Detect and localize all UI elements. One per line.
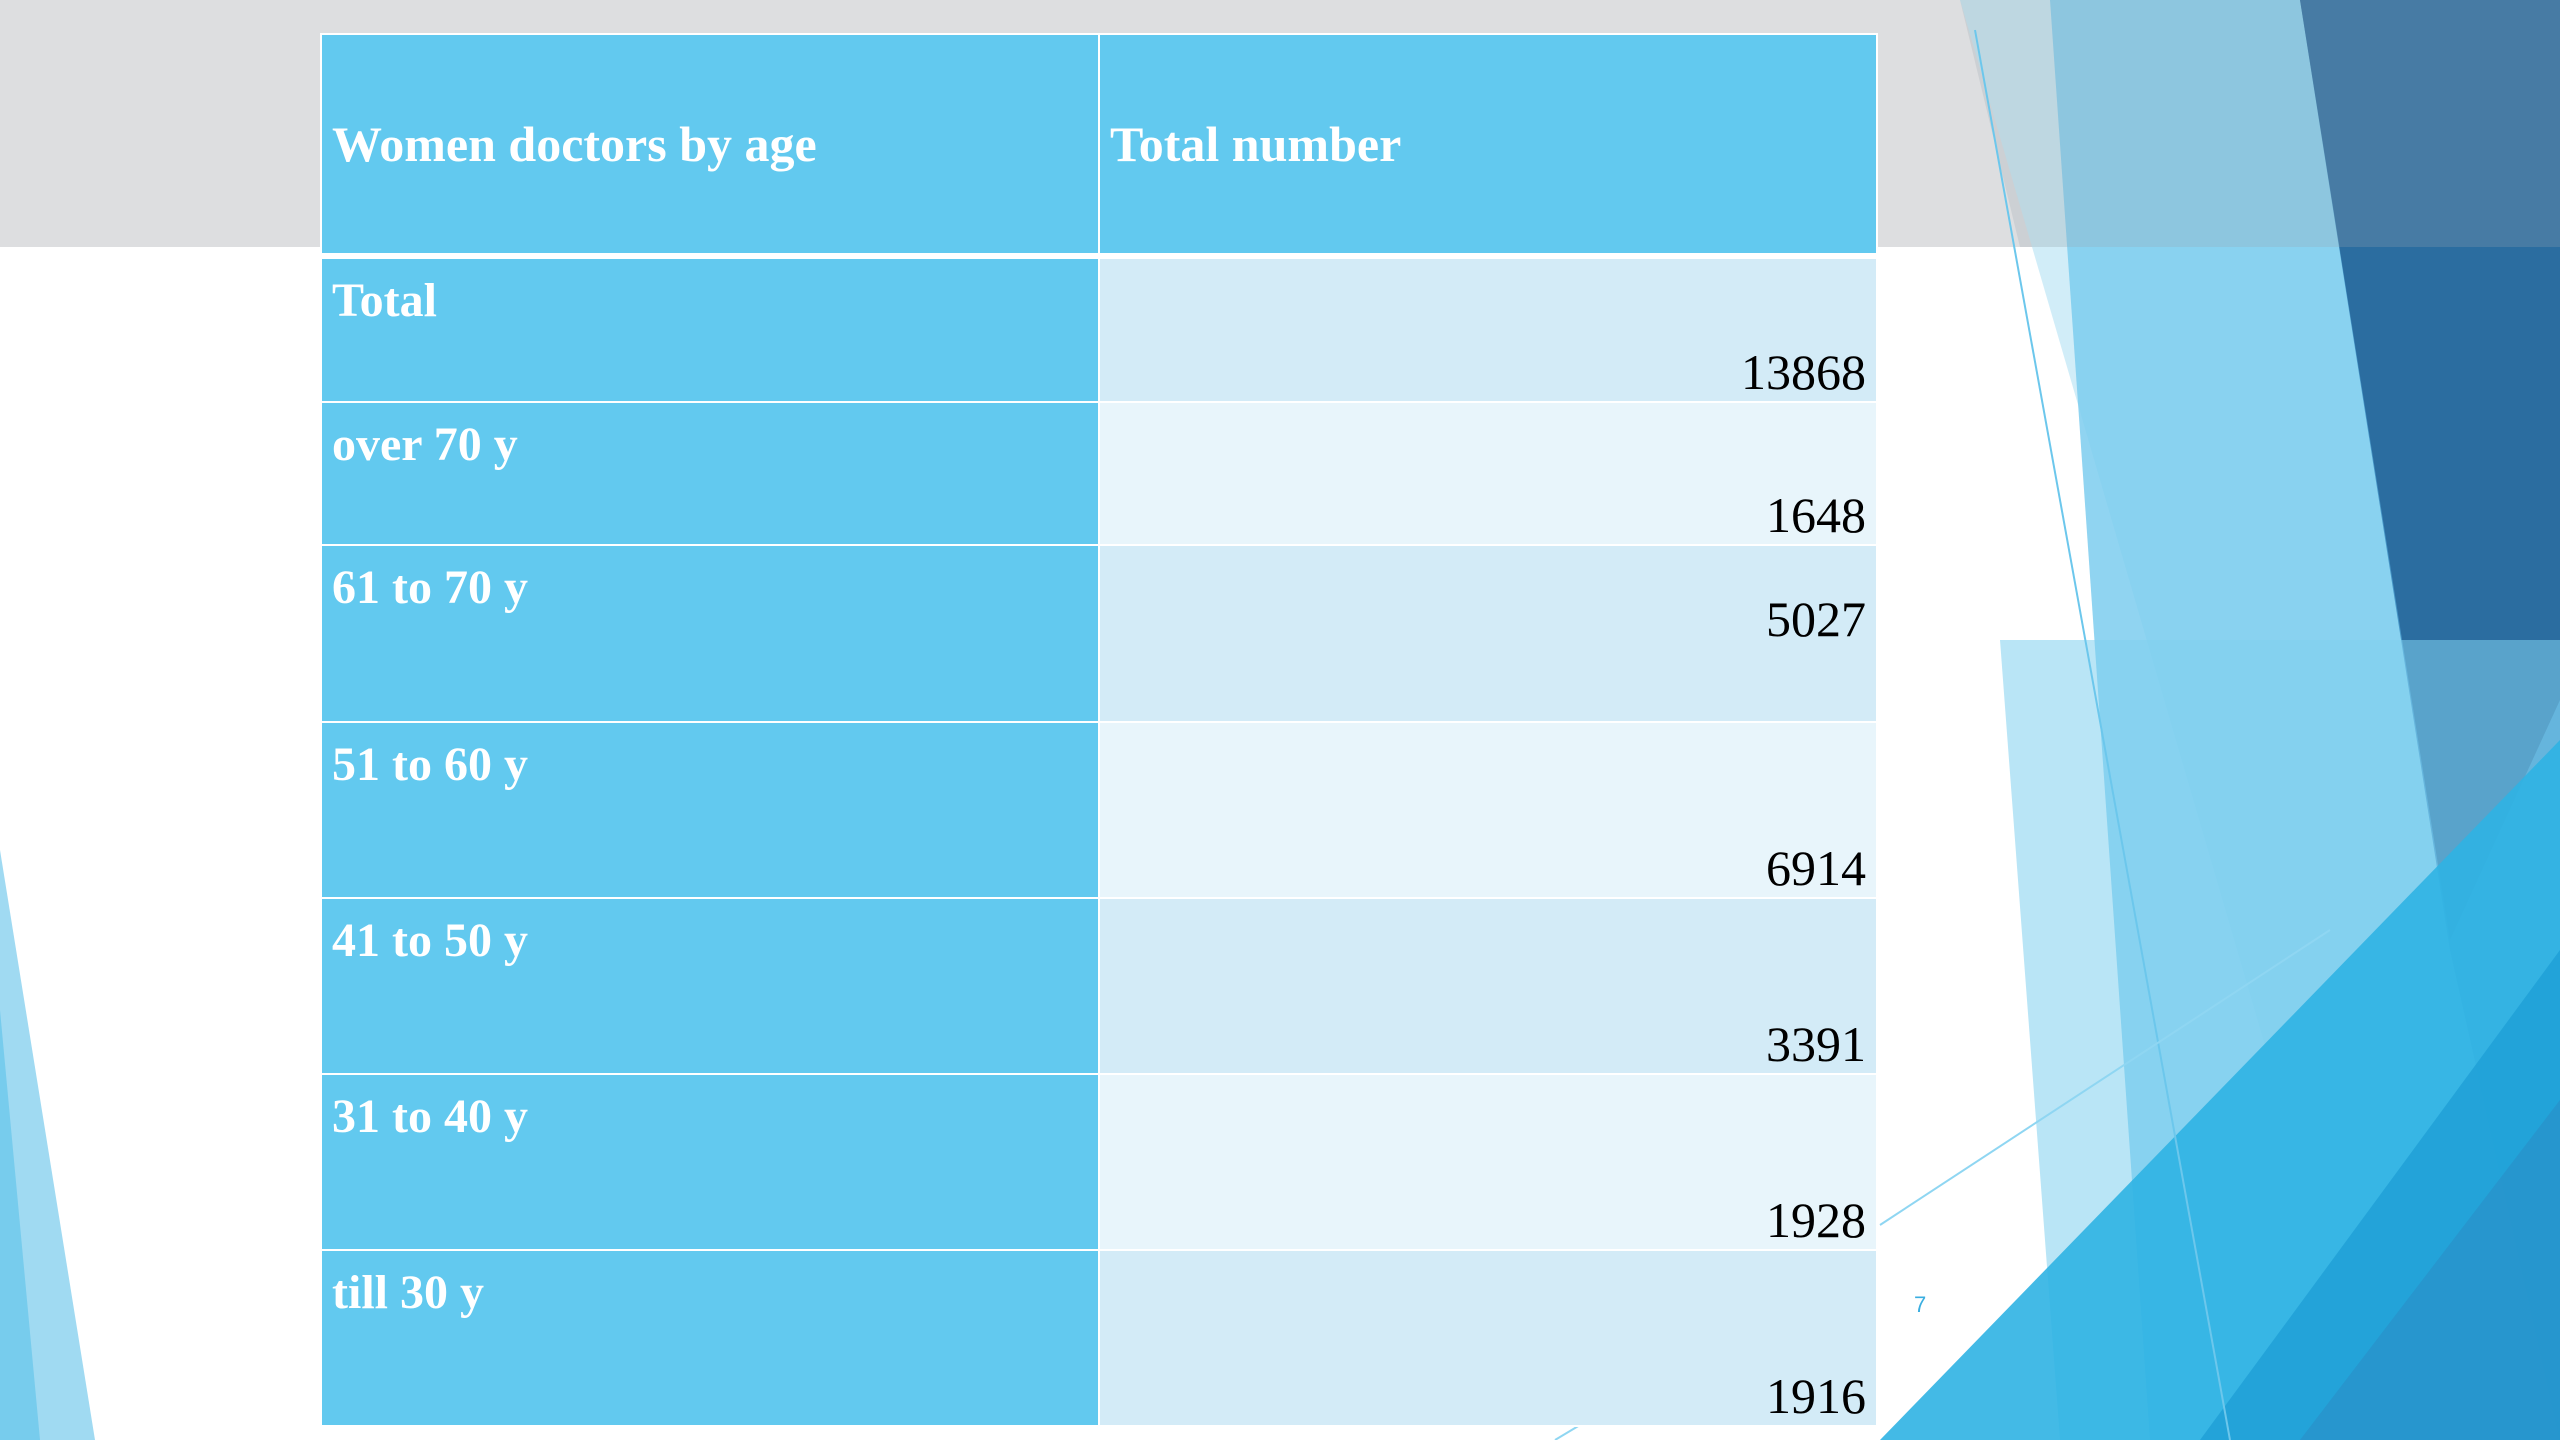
row-label: over 70 y [320, 401, 1100, 546]
row-label: 31 to 40 y [320, 1073, 1100, 1251]
header-age: Women doctors by age [320, 33, 1100, 259]
row-value: 13868 [1098, 255, 1878, 403]
row-value: 1928 [1098, 1073, 1878, 1251]
table-row: 51 to 60 y 6914 [320, 721, 1878, 899]
table-row: Total 13868 [320, 255, 1878, 403]
table-row: till 30 y 1916 [320, 1249, 1878, 1427]
row-value: 1648 [1098, 401, 1878, 546]
page-number: 7 [1914, 1292, 1927, 1317]
row-label: 61 to 70 y [320, 544, 1100, 723]
table-row: 41 to 50 y 3391 [320, 897, 1878, 1075]
table-row: 61 to 70 y 5027 [320, 544, 1878, 723]
table-row: 31 to 40 y 1928 [320, 1073, 1878, 1251]
row-label: 51 to 60 y [320, 721, 1100, 899]
row-value: 1916 [1098, 1249, 1878, 1427]
row-value: 6914 [1098, 721, 1878, 899]
row-label: Total [320, 255, 1100, 403]
row-value: 3391 [1098, 897, 1878, 1075]
row-label: 41 to 50 y [320, 897, 1100, 1075]
header-total: Total number [1098, 33, 1878, 259]
table-row: over 70 y 1648 [320, 401, 1878, 546]
row-value: 5027 [1098, 544, 1878, 723]
row-label: till 30 y [320, 1249, 1100, 1427]
women-doctors-table: Women doctors by age Total number Total … [320, 33, 1878, 1427]
table-header-row: Women doctors by age Total number [320, 33, 1878, 259]
